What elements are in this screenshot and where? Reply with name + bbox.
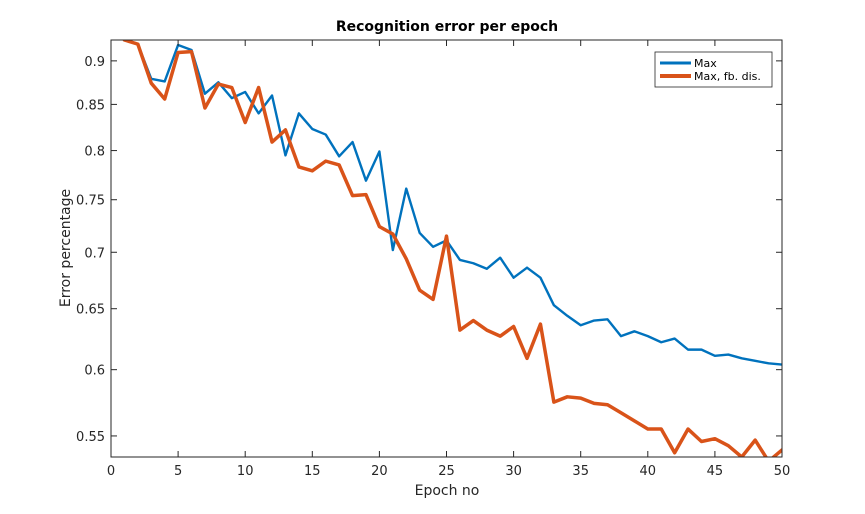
y-tick-label: 0.75 — [76, 194, 105, 209]
y-axis-ticks: 0.55 0.6 0.65 0.7 0.75 0.8 0.85 0.9 — [76, 55, 782, 445]
x-tick-label: 40 — [640, 464, 657, 479]
x-tick-label: 5 — [174, 464, 182, 479]
x-tick-label: 50 — [774, 464, 791, 479]
x-tick-label: 30 — [505, 464, 522, 479]
y-tick-label: 0.8 — [84, 145, 105, 160]
plot-lines — [122, 40, 782, 457]
x-axis-label: Epoch no — [415, 483, 480, 499]
x-tick-label: 15 — [304, 464, 321, 479]
x-axis-ticks: 0 5 10 15 20 25 30 35 40 45 50 — [107, 40, 790, 479]
y-axis-label: Error percentage — [58, 189, 74, 307]
x-tick-label: 35 — [572, 464, 589, 479]
legend-box — [654, 51, 773, 88]
series-line-max-fb-dis — [122, 40, 782, 457]
x-tick-label: 45 — [707, 464, 724, 479]
x-tick-label: 0 — [107, 464, 115, 479]
x-tick-label: 25 — [438, 464, 455, 479]
y-tick-label: 0.7 — [84, 246, 105, 261]
y-tick-label: 0.65 — [76, 303, 105, 318]
y-tick-label: 0.55 — [76, 430, 105, 445]
legend: Max Max, fb. dis. — [654, 51, 773, 88]
legend-label-max: Max — [694, 57, 717, 70]
y-tick-label: 0.6 — [84, 364, 105, 379]
y-tick-label: 0.9 — [84, 55, 105, 70]
chart-title: Recognition error per epoch — [336, 19, 558, 35]
legend-label-max-fb-dis: Max, fb. dis. — [694, 70, 761, 83]
x-tick-label: 10 — [237, 464, 254, 479]
y-tick-label: 0.85 — [76, 98, 105, 113]
x-tick-label: 20 — [371, 464, 388, 479]
